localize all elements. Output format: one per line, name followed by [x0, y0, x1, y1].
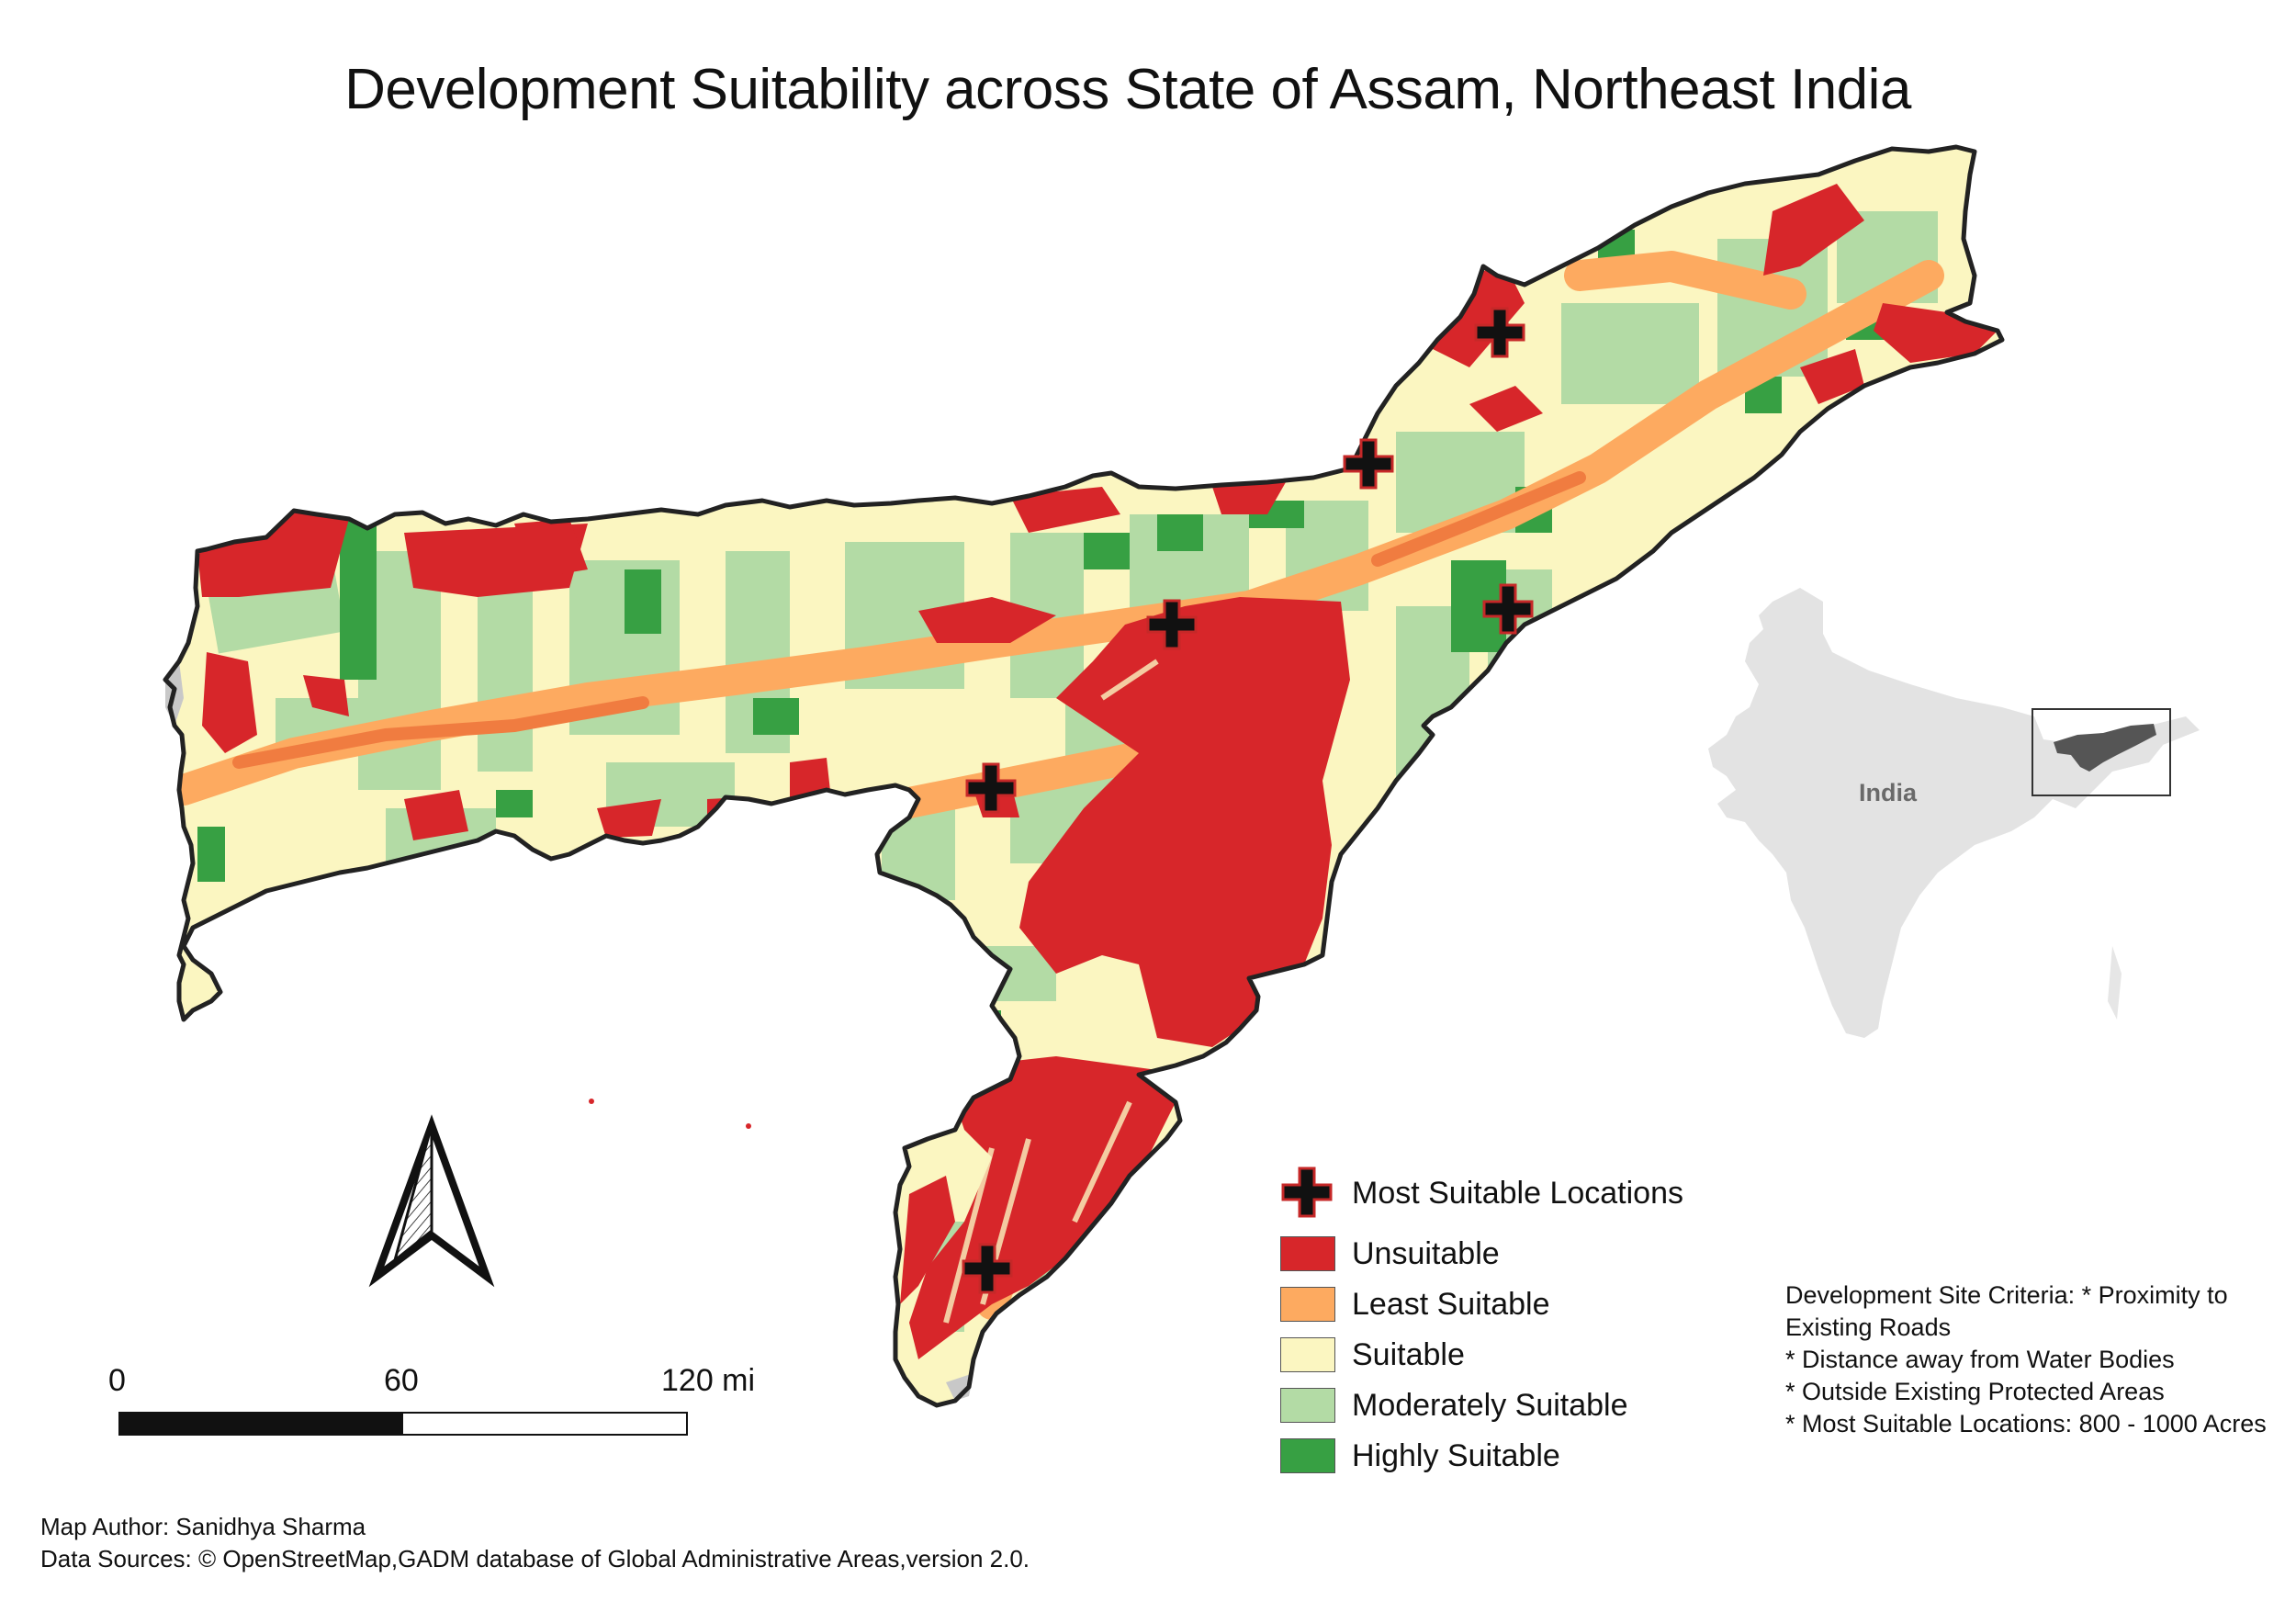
most-suitable-markers: [962, 307, 1534, 1294]
legend-cross-icon: [1281, 1167, 1333, 1218]
legend-swatch: [1280, 1438, 1335, 1473]
criteria-line: * Distance away from Water Bodies: [1785, 1346, 2175, 1373]
map-author: Map Author: Sanidhya Sharma: [40, 1513, 366, 1540]
map-title: Development Suitability across State of …: [344, 58, 1911, 121]
data-sources: Data Sources: © OpenStreetMap,GADM datab…: [40, 1545, 1030, 1572]
north-arrow-icon: [368, 1114, 495, 1288]
scale-bar: [118, 1412, 688, 1436]
scale-label-60: 60: [384, 1363, 419, 1398]
cross-icon: [962, 1243, 1013, 1294]
legend-swatch: [1280, 1287, 1335, 1322]
legend-swatch: [1280, 1236, 1335, 1271]
grey-area-south: [946, 1373, 974, 1401]
india-inset-map: [1708, 588, 2200, 1038]
assam-boundary: [163, 144, 2005, 1408]
india-label: India: [1859, 779, 1918, 806]
criteria-line: Development Site Criteria: * Proximity t…: [1785, 1281, 2228, 1309]
legend-label: Moderately Suitable: [1352, 1388, 1628, 1423]
cross-icon: [1343, 438, 1394, 490]
cross-icon: [1482, 583, 1534, 635]
criteria-line: * Most Suitable Locations: 800 - 1000 Ac…: [1785, 1410, 2267, 1437]
legend-label: Highly Suitable: [1352, 1438, 1560, 1473]
cross-icon: [1146, 599, 1198, 650]
cross-icon: [1474, 307, 1525, 358]
legend-swatch: [1280, 1388, 1335, 1423]
assam-inset-shape: [2054, 724, 2156, 772]
cross-icon: [965, 762, 1017, 814]
legend-label: Unsuitable: [1352, 1236, 1500, 1271]
criteria-line: * Outside Existing Protected Areas: [1785, 1378, 2165, 1405]
criteria-text: Development Site Criteria: * Proximity t…: [1785, 1279, 2296, 1440]
red-dot: [589, 1099, 594, 1104]
legend-label: Most Suitable Locations: [1352, 1176, 1683, 1211]
criteria-line: Existing Roads: [1785, 1313, 1952, 1341]
legend-label: Least Suitable: [1352, 1287, 1550, 1322]
india-shape: [1708, 588, 2167, 1038]
scale-label-120: 120 mi: [661, 1363, 756, 1398]
inset-locator-box: [2032, 708, 2171, 796]
legend-swatch: [1280, 1337, 1335, 1372]
credits: Map Author: Sanidhya Sharma Data Sources…: [40, 1511, 1030, 1575]
scale-label-0: 0: [108, 1363, 126, 1398]
legend-label: Suitable: [1352, 1337, 1465, 1372]
red-dot: [746, 1123, 751, 1129]
